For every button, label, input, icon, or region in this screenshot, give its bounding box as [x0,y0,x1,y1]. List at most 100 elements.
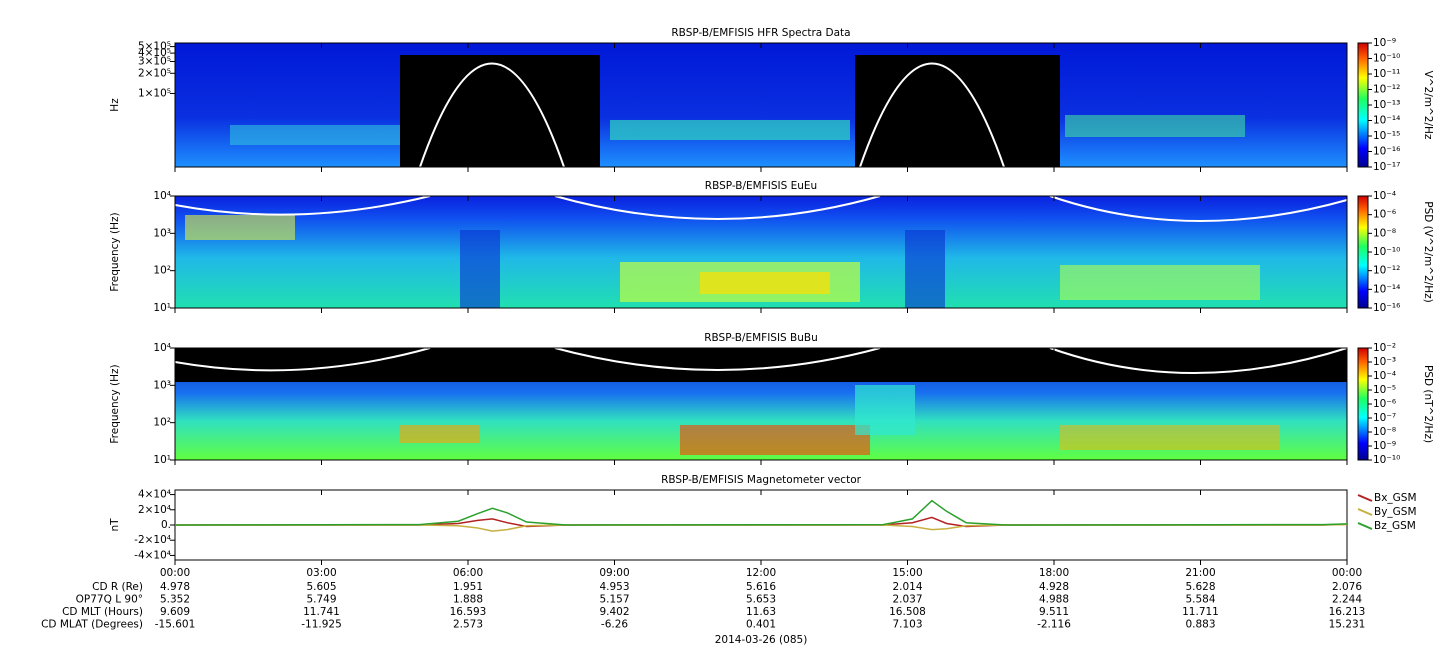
y-tick-label: 1×10⁵ [138,87,171,99]
y-axis-label: nT [109,518,121,532]
ephemeris-value: 16.593 [450,606,487,618]
ephemeris-value: 15.231 [1329,619,1366,631]
colorbar-tick-label: 10⁻⁸ [1373,426,1396,438]
y-tick-label: 10¹ [153,302,171,314]
legend-swatch [1357,522,1373,530]
ephemeris-value: 2.014 [892,581,922,593]
y-tick-label: 10² [153,265,171,277]
y-tick-label: -4×10⁴ [134,549,171,561]
ephemeris-label: CD MLAT (Degrees) [41,619,143,631]
ephemeris-value: 16.213 [1329,606,1366,618]
y-axis-label: Frequency (Hz) [109,364,121,443]
colorbar-tick-label: 10⁻⁴ [1373,370,1396,382]
colorbar-tick-label: 10⁻⁹ [1373,440,1396,452]
series-line [174,499,1348,526]
y-tick-label: 4×10⁴ [138,489,171,501]
spectrogram-image [174,43,1348,460]
legend-swatch [1357,494,1373,502]
ephemeris-value: 2.076 [1332,581,1362,593]
colorbar [1357,347,1369,461]
legend-label: Bx_GSM [1374,492,1417,504]
colorbar-tick-label: 10⁻¹⁴ [1373,283,1400,295]
ephemeris-value: 0.401 [746,619,776,631]
ephemeris-value: 11.741 [303,606,340,618]
y-tick-label: 3×10⁵ [138,55,171,67]
x-tick-label: 03:00 [306,567,336,579]
colorbar [1357,42,1369,168]
colorbar-tick-label: 10⁻⁵ [1373,384,1396,396]
colorbar-tick-label: 10⁻¹² [1373,84,1400,96]
x-tick-label: 12:00 [746,567,776,579]
colorbar-tick-label: 10⁻¹⁶ [1373,302,1400,314]
colorbar-tick-label: 10⁻¹⁰ [1373,454,1400,466]
x-tick-label: 21:00 [1185,567,1215,579]
y-tick-label: -2×10⁴ [134,534,171,546]
y-tick-label: 4×10⁵ [138,47,171,59]
colorbar-tick-label: 10⁻⁸ [1373,227,1396,239]
ephemeris-value: 2.573 [453,619,483,631]
ephemeris-value: -6.26 [601,619,628,631]
y-tick-label: 10³ [153,379,171,391]
colorbar-tick-label: 10⁻¹⁰ [1373,246,1400,258]
colorbar-tick-label: 10⁻⁴ [1373,190,1396,202]
colorbar-tick-label: 10⁻¹¹ [1373,68,1400,80]
ephemeris-value: 5.605 [306,581,336,593]
y-tick-label: 10² [153,417,171,429]
ephemeris-value: 4.928 [1039,581,1069,593]
colorbar-label: PSD (V^2/m^2/Hz) [1422,201,1434,302]
x-tick-label: 09:00 [599,567,629,579]
x-tick-label: 00:00 [1332,567,1362,579]
ephemeris-value: 5.653 [746,594,776,606]
ephemeris-value: 4.988 [1039,594,1069,606]
y-tick-label: 0. [161,519,171,531]
colorbar-tick-label: 10⁻⁶ [1373,209,1396,221]
y-tick-label: 2×10⁴ [138,504,171,516]
panel-title: RBSP-B/EMFISIS EuEu [705,180,817,192]
ephemeris-label: CD R (Re) [92,581,143,593]
ephemeris-value: -15.601 [155,619,196,631]
colorbar-tick-label: 10⁻⁶ [1373,398,1396,410]
ephemeris-value: 9.511 [1039,606,1069,618]
ephemeris-value: 1.888 [453,594,483,606]
ephemeris-label: OP77Q L 90° [76,594,143,606]
y-tick-label: 10⁴ [153,190,171,202]
ephemeris-value: 11.711 [1182,606,1219,618]
ephemeris-value: 5.749 [306,594,336,606]
colorbar-tick-label: 10⁻¹⁶ [1373,146,1400,158]
colorbar-tick-label: 10⁻² [1373,342,1396,354]
ephemeris-value: 16.508 [889,606,926,618]
colorbar-tick-label: 10⁻³ [1373,356,1396,368]
colorbar-label: PSD (nT^2/Hz) [1422,365,1434,443]
panel-title: RBSP-B/EMFISIS BuBu [704,332,818,344]
panel-title: RBSP-B/EMFISIS HFR Spectra Data [671,27,850,39]
y-tick-label: 2×10⁵ [138,67,171,79]
colorbar-tick-label: 10⁻¹⁵ [1373,130,1400,142]
legend-label: By_GSM [1374,506,1417,518]
y-tick-label: 10³ [153,227,171,239]
ephemeris-label: CD MLT (Hours) [62,606,143,618]
y-axis-label: Frequency (Hz) [109,212,121,291]
colorbar-tick-label: 10⁻¹⁷ [1373,161,1400,173]
ephemeris-value: -11.925 [301,619,342,631]
y-axis-label: Hz [109,98,121,112]
ephemeris-value: 5.628 [1185,581,1215,593]
ephemeris-value: 7.103 [892,619,922,631]
legend-swatch [1357,508,1373,516]
x-tick-label: 15:00 [892,567,922,579]
ephemeris-value: 1.951 [453,581,483,593]
date-label: 2014-03-26 (085) [715,634,808,646]
ephemeris-value: -2.116 [1037,619,1071,631]
ephemeris-value: 5.584 [1185,594,1215,606]
ephemeris-value: 4.978 [160,581,190,593]
x-tick-label: 18:00 [1039,567,1069,579]
legend-label: Bz_GSM [1374,520,1416,532]
ephemeris-value: 11.63 [746,606,776,618]
ephemeris-value: 2.037 [892,594,922,606]
colorbar-tick-label: 10⁻¹⁴ [1373,115,1400,127]
panel-title: RBSP-B/EMFISIS Magnetometer vector [661,474,862,486]
colorbar-tick-label: 10⁻¹³ [1373,99,1400,111]
x-tick-label: 06:00 [453,567,483,579]
colorbar-tick-label: 10⁻⁹ [1373,37,1396,49]
ephemeris-value: 4.953 [599,581,629,593]
